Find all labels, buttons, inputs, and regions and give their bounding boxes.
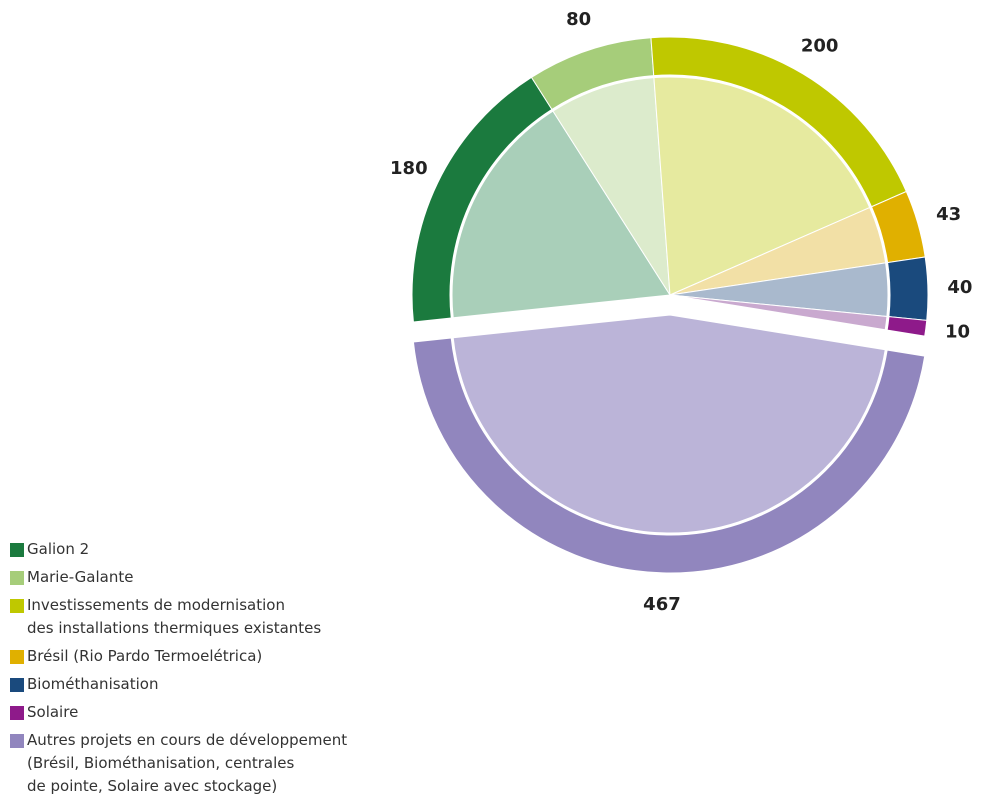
ring-segment [412,337,926,574]
legend-item: Galion 2 [10,538,347,561]
legend-swatch [10,571,24,585]
ring-segment [887,256,929,321]
pie-slice [653,76,871,296]
legend-item: Brésil (Rio Pardo Termoelétrica) [10,645,347,668]
legend-label: Solaire [27,703,79,721]
data-label: 80 [566,9,591,30]
data-label: 200 [801,36,839,57]
legend-swatch [10,734,24,748]
legend-label: Brésil (Rio Pardo Termoelétrica) [27,647,263,665]
data-label: 180 [390,158,428,179]
legend-label: Biométhanisation [27,675,159,693]
legend-item: Biométhanisation [10,673,347,696]
data-label: 10 [945,321,970,342]
legend-swatch [10,599,24,613]
legend-swatch [10,678,24,692]
legend-item: Solaire [10,701,347,724]
legend-label: Marie-Galante [27,568,134,586]
legend-label: Investissements de modernisation des ins… [27,596,322,637]
data-label: 467 [643,594,681,615]
ring-segment [886,316,928,337]
pie-slice [451,110,671,319]
legend-item: Autres projets en cours de développement… [10,729,347,798]
data-label: 43 [936,204,961,225]
legend-swatch [10,543,24,557]
pie-slice [452,314,886,534]
pie-slice [669,294,888,331]
legend-swatch [10,650,24,664]
legend: Galion 2 Marie-Galante Investissements de … [10,538,347,803]
legend-label: Galion 2 [27,540,90,558]
legend-label: Autres projets en cours de développement… [27,731,348,795]
legend-swatch [10,706,24,720]
data-label: 40 [947,277,972,298]
pie-slice [552,77,671,296]
legend-item: Marie-Galante [10,566,347,589]
legend-item: Investissements de modernisation des ins… [10,594,347,640]
